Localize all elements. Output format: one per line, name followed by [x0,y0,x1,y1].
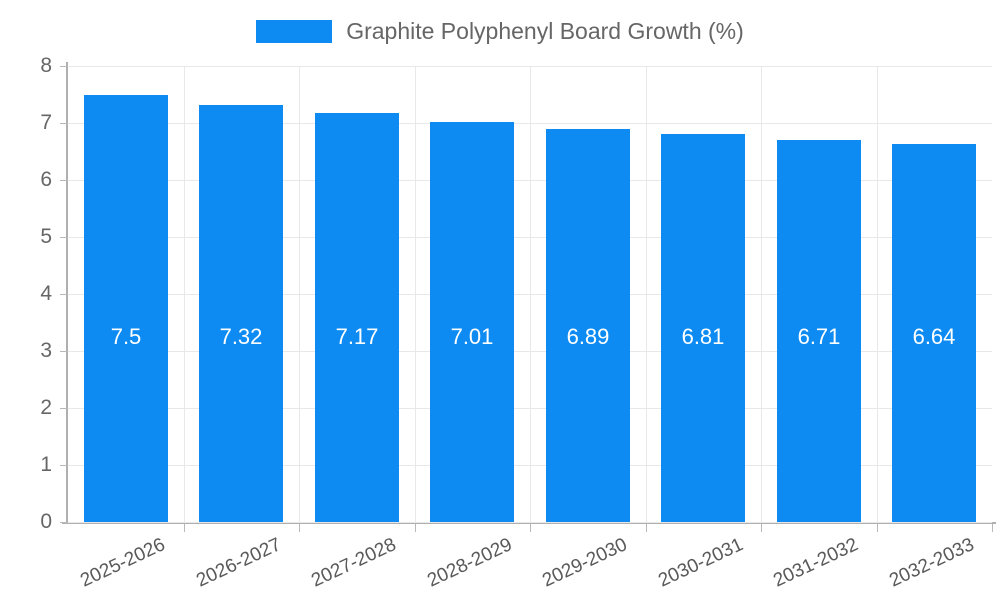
x-axis-line [62,522,996,524]
bar-value-label: 6.81 [681,323,725,349]
y-axis-tick [60,408,68,409]
x-axis-tick [646,524,647,532]
x-axis-tick [299,524,300,532]
x-axis-tick-label: 2025-2026 [77,534,169,592]
bar-value-label: 7.32 [219,323,263,349]
x-gridline [530,66,531,522]
bar[interactable] [84,94,168,522]
bar-value-label: 7.01 [450,323,494,349]
x-axis-tick-label: 2031-2032 [770,534,862,592]
y-axis-tick [60,123,68,124]
legend-item-label: Graphite Polyphenyl Board Growth (%) [346,17,744,44]
x-axis-tick-label: 2026-2027 [193,534,285,592]
x-axis-tick-label: 2030-2031 [655,534,747,592]
bar-value-label: 6.64 [912,323,956,349]
x-gridline [761,66,762,522]
x-axis-tick-label: 2028-2029 [424,534,516,592]
x-axis-tick [877,524,878,532]
y-axis-tick [60,237,68,238]
bar[interactable] [892,143,976,522]
y-gridline [68,522,992,523]
legend-item-graphite-polyphenyl-board-growth[interactable]: Graphite Polyphenyl Board Growth (%) [256,17,744,44]
bar-value-label: 6.89 [566,323,610,349]
plot-area: 7.5 7.32 7.17 7.01 6.89 6.81 6.71 6.64 [68,66,992,523]
bar[interactable] [199,104,283,522]
x-axis-tick [992,524,993,532]
y-axis-tick-label: 3 [40,339,52,362]
x-gridline [184,66,185,522]
x-axis-tick [184,524,185,532]
bar[interactable] [546,129,630,522]
y-axis-tick-label: 0 [40,510,52,533]
y-axis-tick [60,522,68,523]
bar-value-label: 7.5 [110,323,142,349]
x-gridline [877,66,878,522]
bar[interactable] [315,113,399,522]
y-axis-tick [60,351,68,352]
x-axis-tick [415,524,416,532]
y-axis-line [66,62,68,524]
legend-color-swatch-icon [256,19,333,43]
x-axis-tick [761,524,762,532]
y-axis-tick-label: 2 [40,396,52,419]
x-axis-tick-label: 2032-2033 [886,534,978,592]
x-axis-tick-label: 2029-2030 [539,534,631,592]
y-axis-tick-label: 1 [40,453,52,476]
y-axis-tick-label: 4 [40,282,52,305]
bar[interactable] [661,133,745,522]
y-axis-tick [60,66,68,67]
y-axis-tick-label: 6 [40,168,52,191]
bar[interactable] [430,122,514,522]
y-axis-tick-label: 5 [40,225,52,248]
y-axis-tick [60,294,68,295]
y-axis-tick-label: 8 [40,54,52,77]
chart-legend: Graphite Polyphenyl Board Growth (%) [0,14,1000,48]
y-axis-tick [60,465,68,466]
x-gridline [299,66,300,522]
y-axis-tick [60,180,68,181]
y-axis-tick-label: 7 [40,111,52,134]
bar[interactable] [777,139,861,522]
x-axis-tick [530,524,531,532]
bar-value-label: 7.17 [335,323,379,349]
bar-value-label: 6.71 [797,323,841,349]
x-axis-tick-label: 2027-2028 [308,534,400,592]
x-gridline [415,66,416,522]
x-gridline [646,66,647,522]
